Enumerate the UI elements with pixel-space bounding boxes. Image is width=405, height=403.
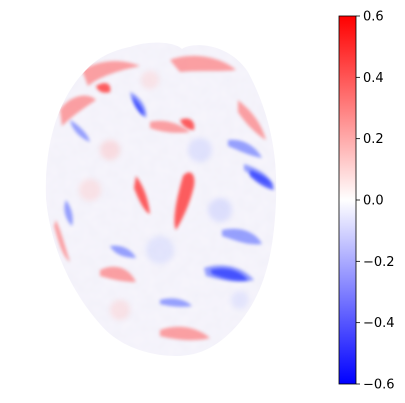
colorbar-tick-label: 0.6 [363, 10, 384, 25]
brain-slice [45, 42, 277, 356]
colorbar-gradient [338, 15, 357, 385]
colorbar: 0.6 0.4 0.2 0.0 −0.2 −0.4 −0.6 [338, 10, 395, 393]
colorbar-tick-label: 0.2 [363, 132, 384, 147]
colorbar-tick-label: −0.6 [363, 378, 395, 393]
colorbar-tick-label: −0.4 [363, 316, 395, 331]
colorbar-tick-label: 0.4 [363, 71, 384, 86]
colorbar-tick-label: −0.2 [363, 255, 395, 270]
colorbar-ticks: 0.6 0.4 0.2 0.0 −0.2 −0.4 −0.6 [356, 10, 395, 393]
colorbar-tick-label: 0.0 [363, 194, 384, 209]
